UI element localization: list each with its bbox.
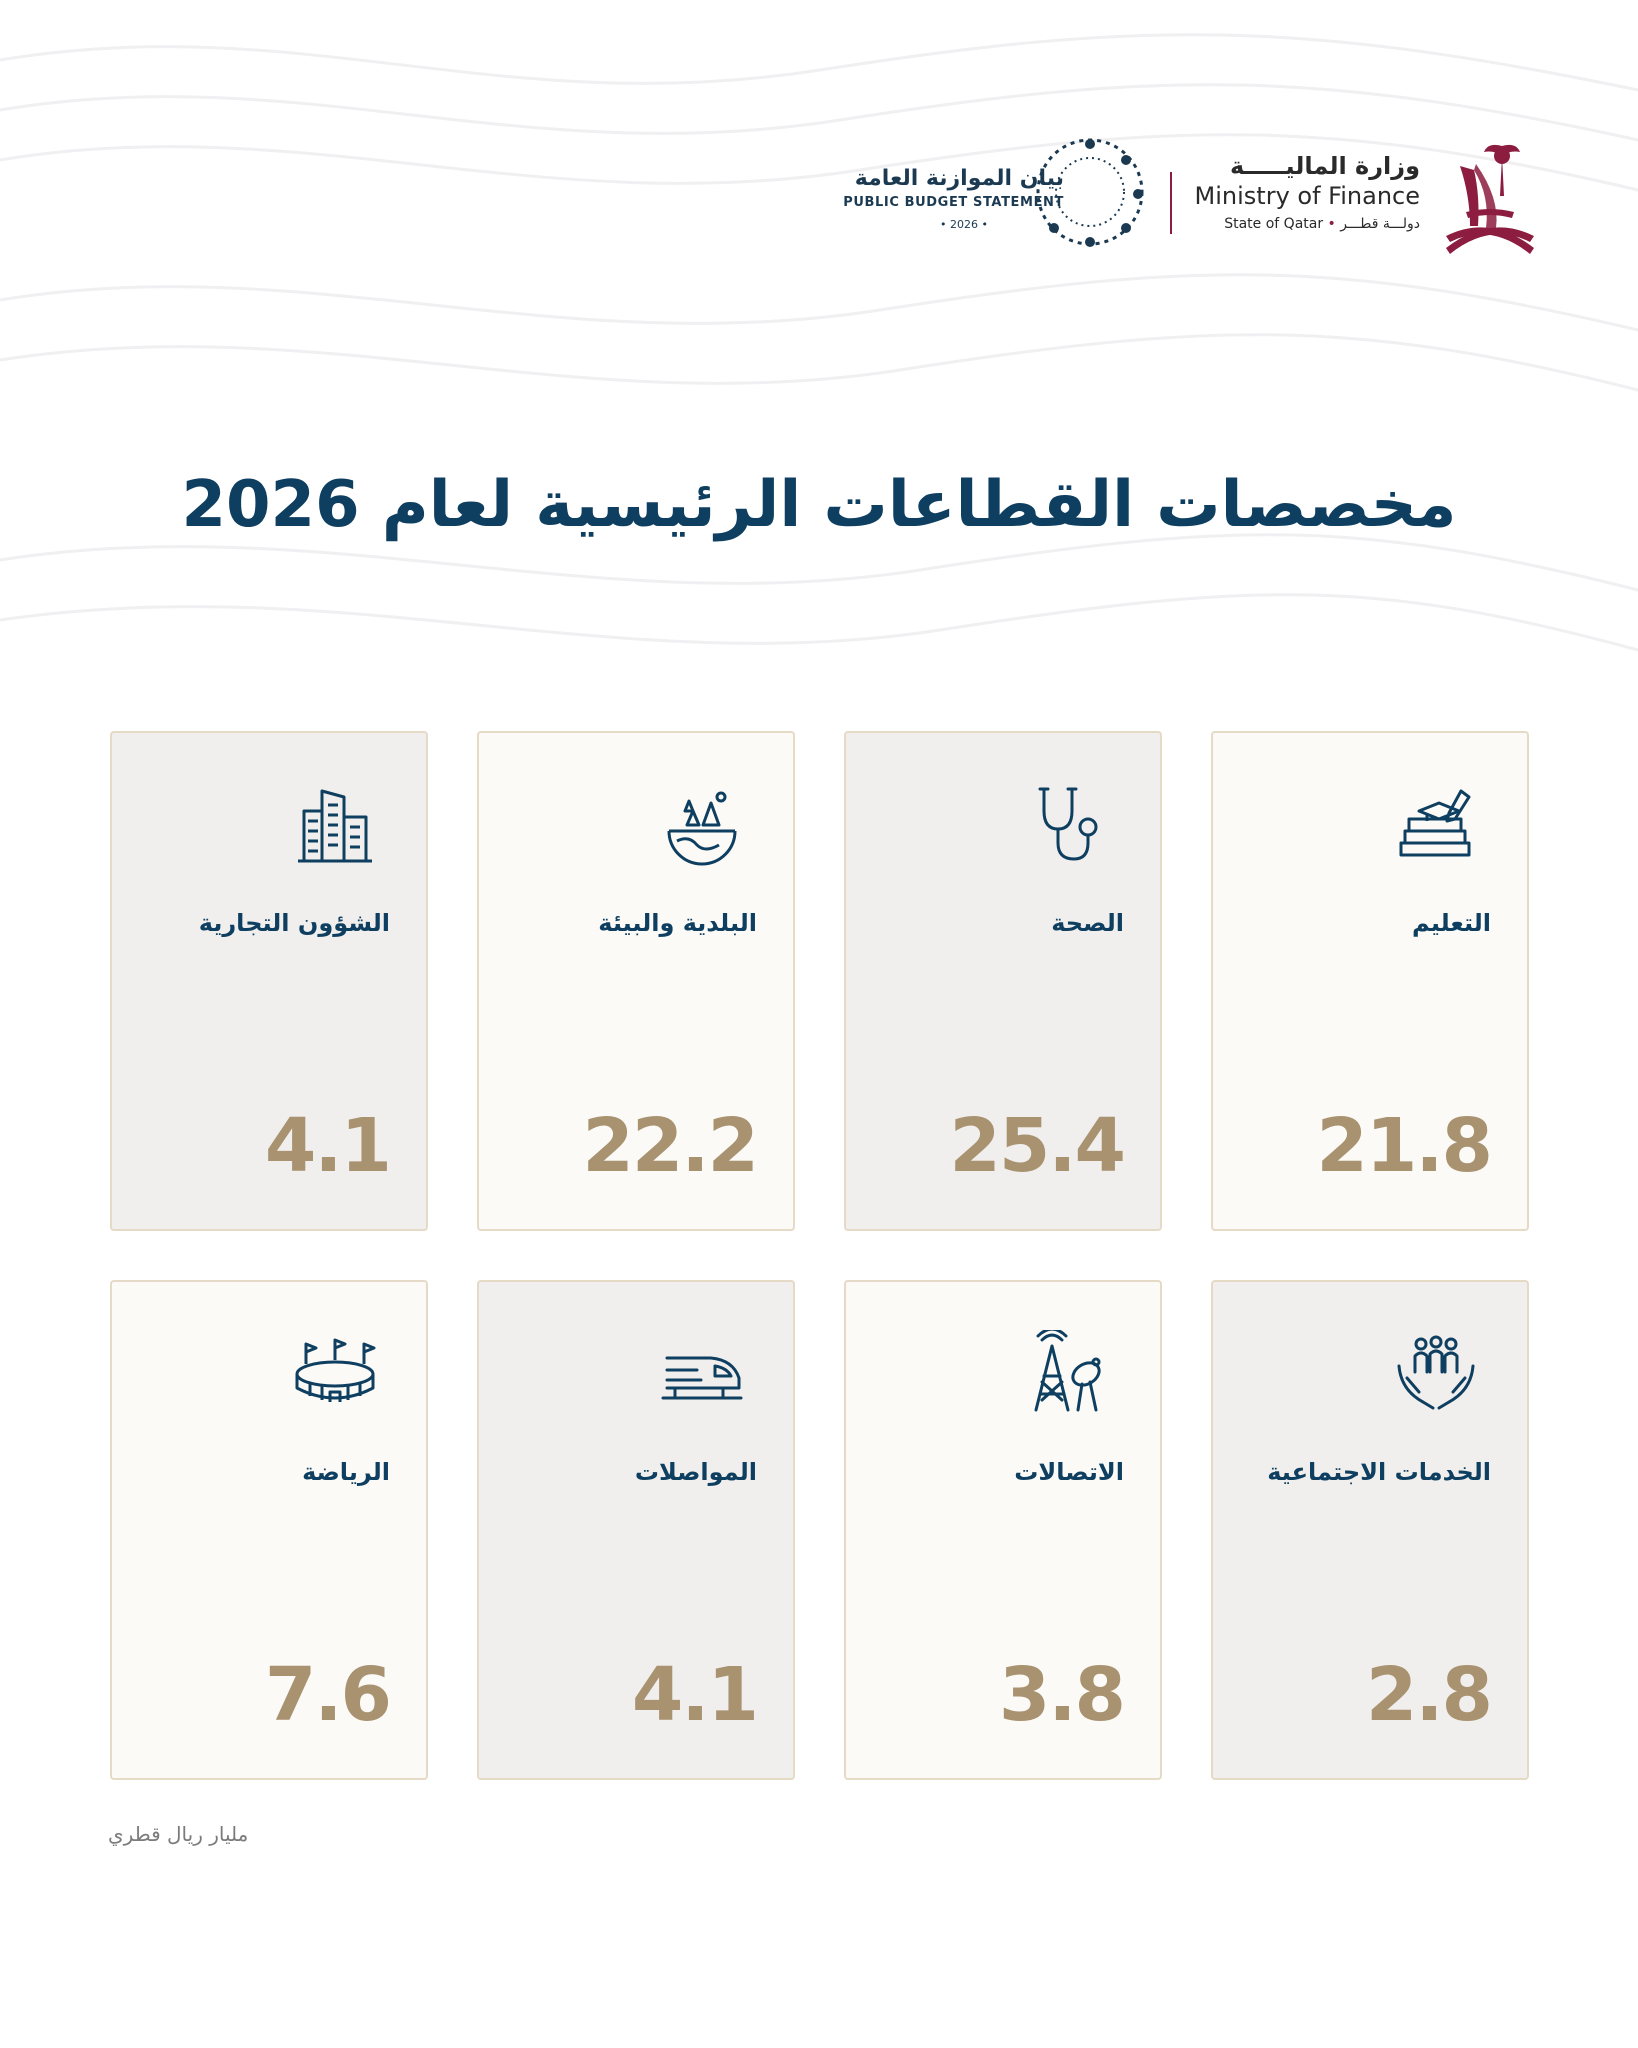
community-hands-icon — [1397, 1335, 1475, 1410]
state-name-ar: دولـــة قطـــر — [1340, 216, 1420, 232]
sector-value: 21.8 — [1316, 1103, 1493, 1189]
antenna-tower-icon — [1034, 1327, 1101, 1412]
buildings-icon — [298, 789, 372, 863]
logo-divider — [1170, 172, 1172, 234]
sector-label: الخدمات الاجتماعية — [1267, 1458, 1491, 1486]
budget-statement-logo: بيان الموازنة العامة PUBLIC BUDGET STATE… — [820, 130, 1150, 260]
page-title: مخصصات القطاعات الرئيسية لعام 2026 — [181, 468, 1457, 542]
budget-year: • 2026 • — [940, 218, 988, 231]
sector-label: التعليم — [1412, 909, 1491, 937]
sector-label: الشؤون التجارية — [198, 909, 390, 937]
sector-card-social-services: الخدمات الاجتماعية 2.8 — [1211, 1280, 1529, 1780]
train-icon — [661, 1356, 743, 1400]
sector-card-sports: الرياضة 7.6 — [110, 1280, 428, 1780]
ministry-logo: وزارة الماليـــــة Ministry of Finance S… — [1160, 130, 1540, 260]
sector-value: 4.1 — [631, 1652, 759, 1738]
sector-value: 7.6 — [264, 1652, 392, 1738]
budget-name-ar: بيان الموازنة العامة — [854, 166, 1064, 191]
sector-label: البلدية والبيئة — [598, 909, 757, 937]
education-icon — [1399, 789, 1471, 857]
sector-card-transportation: المواصلات 4.1 — [477, 1280, 795, 1780]
sector-label: الصحة — [1051, 909, 1124, 937]
state-separator-dot: • — [1327, 216, 1336, 232]
qatar-emblem-icon — [1446, 144, 1534, 254]
sector-label: المواصلات — [634, 1458, 757, 1486]
stadium-icon — [295, 1338, 376, 1402]
sector-card-municipality-environment: البلدية والبيئة 22.2 — [477, 731, 795, 1231]
sector-value: 2.8 — [1365, 1652, 1493, 1738]
budget-name-en: PUBLIC BUDGET STATEMENT — [843, 195, 1064, 210]
sector-card-education: التعليم 21.8 — [1211, 731, 1529, 1231]
state-name-en: State of Qatar — [1224, 216, 1324, 232]
stethoscope-icon — [1038, 787, 1098, 861]
sector-card-communications: الاتصالات 3.8 — [844, 1280, 1162, 1780]
budget-emblem-icon — [1036, 138, 1144, 247]
sector-value: 4.1 — [264, 1103, 392, 1189]
sector-card-commercial-affairs: الشؤون التجارية 4.1 — [110, 731, 428, 1231]
sector-value: 3.8 — [998, 1652, 1126, 1738]
ministry-name-en: Ministry of Finance — [1194, 182, 1420, 210]
unit-footnote: مليار ريال قطري — [108, 1822, 249, 1846]
sector-label: الاتصالات — [1014, 1458, 1124, 1486]
globe-trees-icon — [667, 791, 737, 866]
sector-value: 22.2 — [582, 1103, 759, 1189]
ministry-name-ar: وزارة الماليـــــة — [1229, 152, 1420, 180]
sector-value: 25.4 — [949, 1103, 1126, 1189]
sector-card-health: الصحة 25.4 — [844, 731, 1162, 1231]
sector-label: الرياضة — [302, 1458, 390, 1486]
ministry-state: State of Qatar • دولـــة قطـــر — [1180, 216, 1420, 232]
